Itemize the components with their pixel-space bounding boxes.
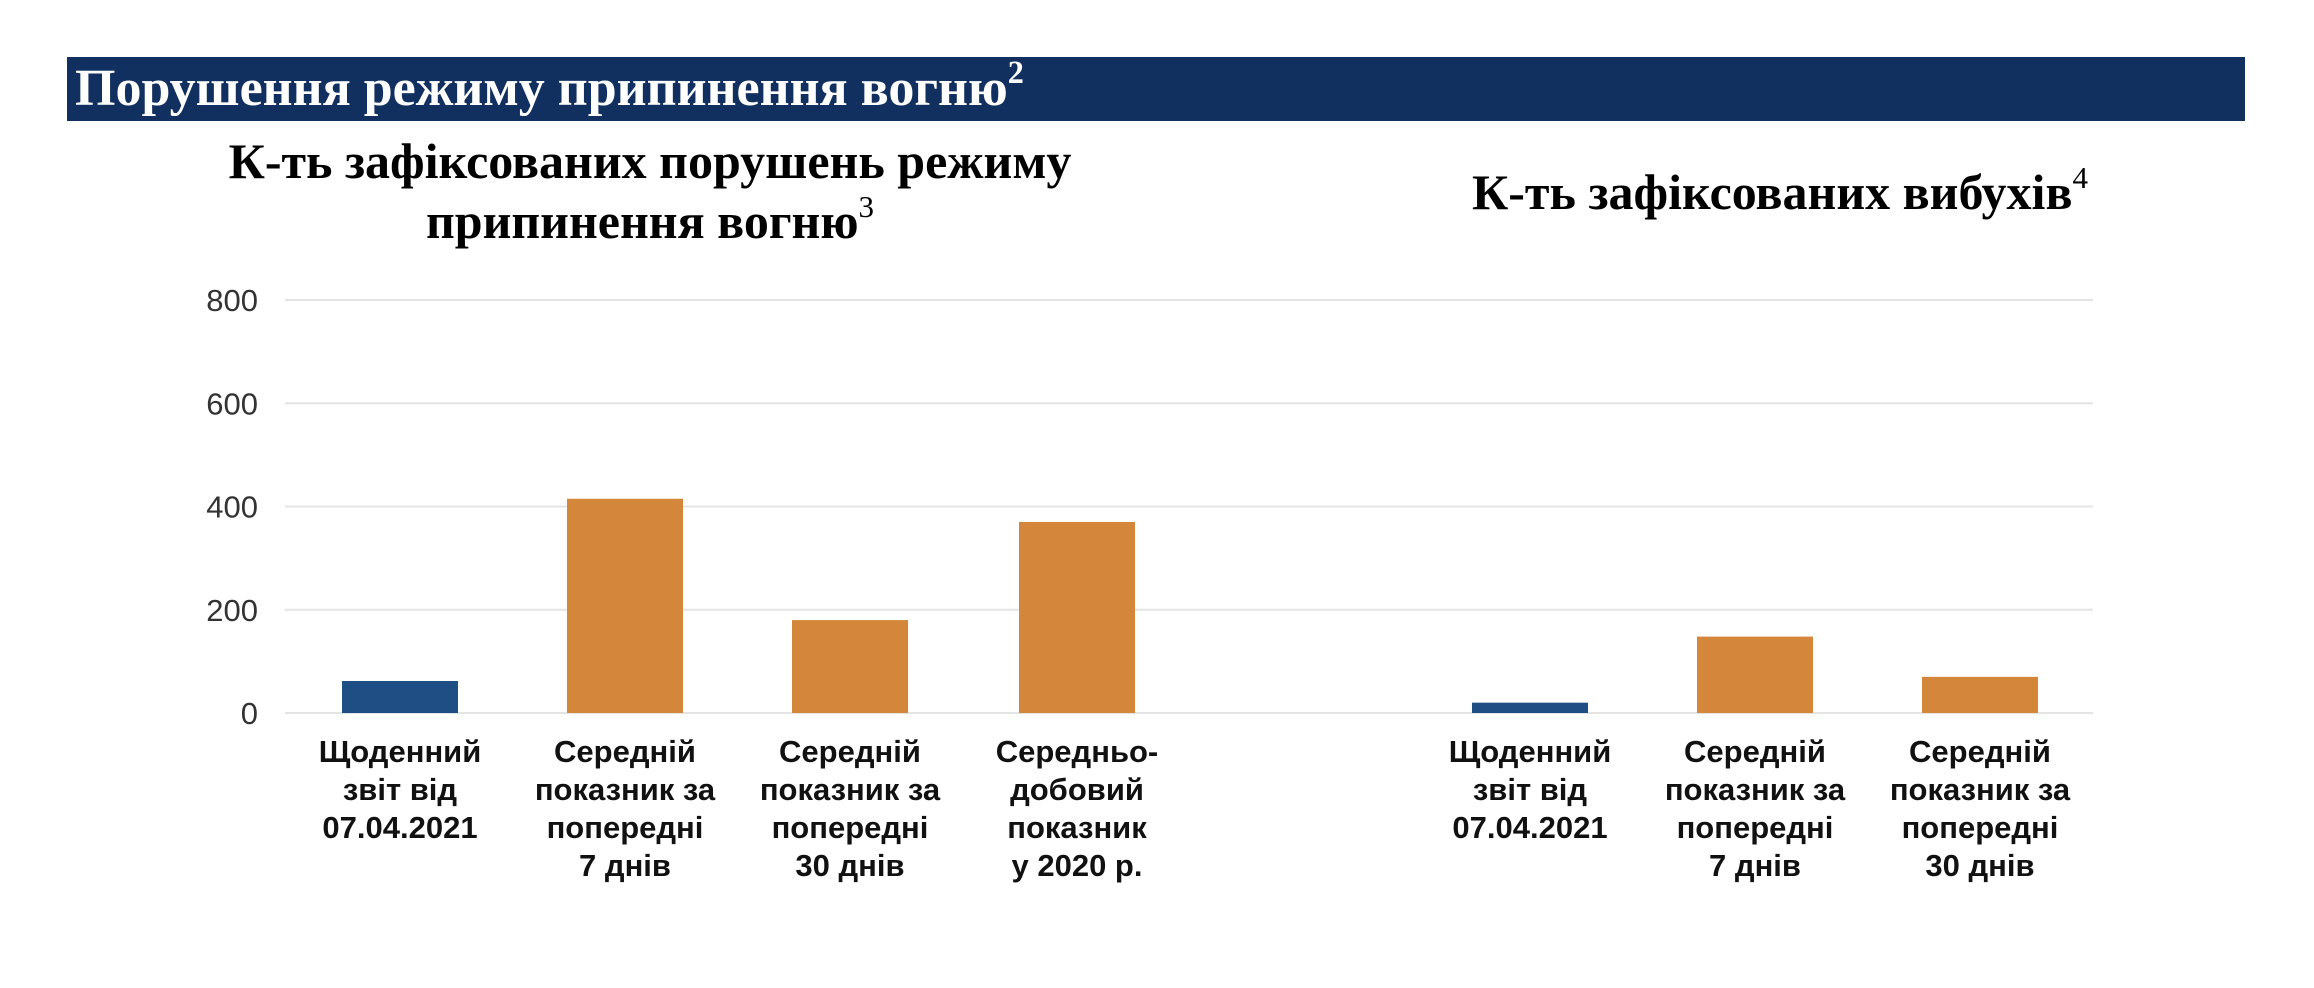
chart-title-explosions-footnote: 4 <box>2072 160 2088 196</box>
bar-chart1-3 <box>792 620 908 713</box>
chart-title-explosions-line-1: К-ть зафіксованих вибухів <box>1472 164 2073 220</box>
x-tick-label: Середній показник за попередні 30 днів <box>1889 734 2071 883</box>
y-tick-label: 0 <box>241 696 258 731</box>
y-tick-label: 400 <box>206 490 258 525</box>
chart-title-violations: К-ть зафіксованих порушень режиму припин… <box>150 131 1150 251</box>
chart-title-violations-line-2: припинення вогню <box>425 193 859 249</box>
x-tick-label: Середній показник за попередні 30 днів <box>759 734 941 883</box>
bar-chart2-2 <box>1697 636 1813 713</box>
x-tick-label: Середній показник за попередні 7 днів <box>1664 734 1846 883</box>
chart-title-explosions: К-ть зафіксованих вибухів4 <box>1380 162 2180 222</box>
x-tick-label: Щоденний звіт від 07.04.2021 <box>318 734 482 845</box>
bar-chart1-4 <box>1019 521 1135 713</box>
bar-chart2-3 <box>1922 676 2038 713</box>
y-tick-label: 600 <box>206 386 258 421</box>
y-tick-label: 800 <box>206 283 258 318</box>
x-tick-label: Середній показник за попередні 7 днів <box>534 734 716 883</box>
section-footnote: 2 <box>1007 54 1024 91</box>
chart-title-violations-line-1: К-ть зафіксованих порушень режиму <box>228 133 1072 189</box>
section-title: Порушення режиму припинення вогню <box>75 60 1008 117</box>
x-tick-label: Щоденний звіт від 07.04.2021 <box>1448 734 1612 845</box>
bar-chart1-1 <box>342 680 458 713</box>
chart-title-violations-footnote: 3 <box>858 189 875 225</box>
y-tick-label: 200 <box>206 593 258 628</box>
bar-chart1-2 <box>567 498 683 713</box>
x-tick-label: Середньо-добовий показник у 2020 р. <box>995 734 1159 883</box>
bar-chart2-1 <box>1472 702 1588 713</box>
section-banner: Порушення режиму припинення вогню2 <box>67 54 2245 121</box>
